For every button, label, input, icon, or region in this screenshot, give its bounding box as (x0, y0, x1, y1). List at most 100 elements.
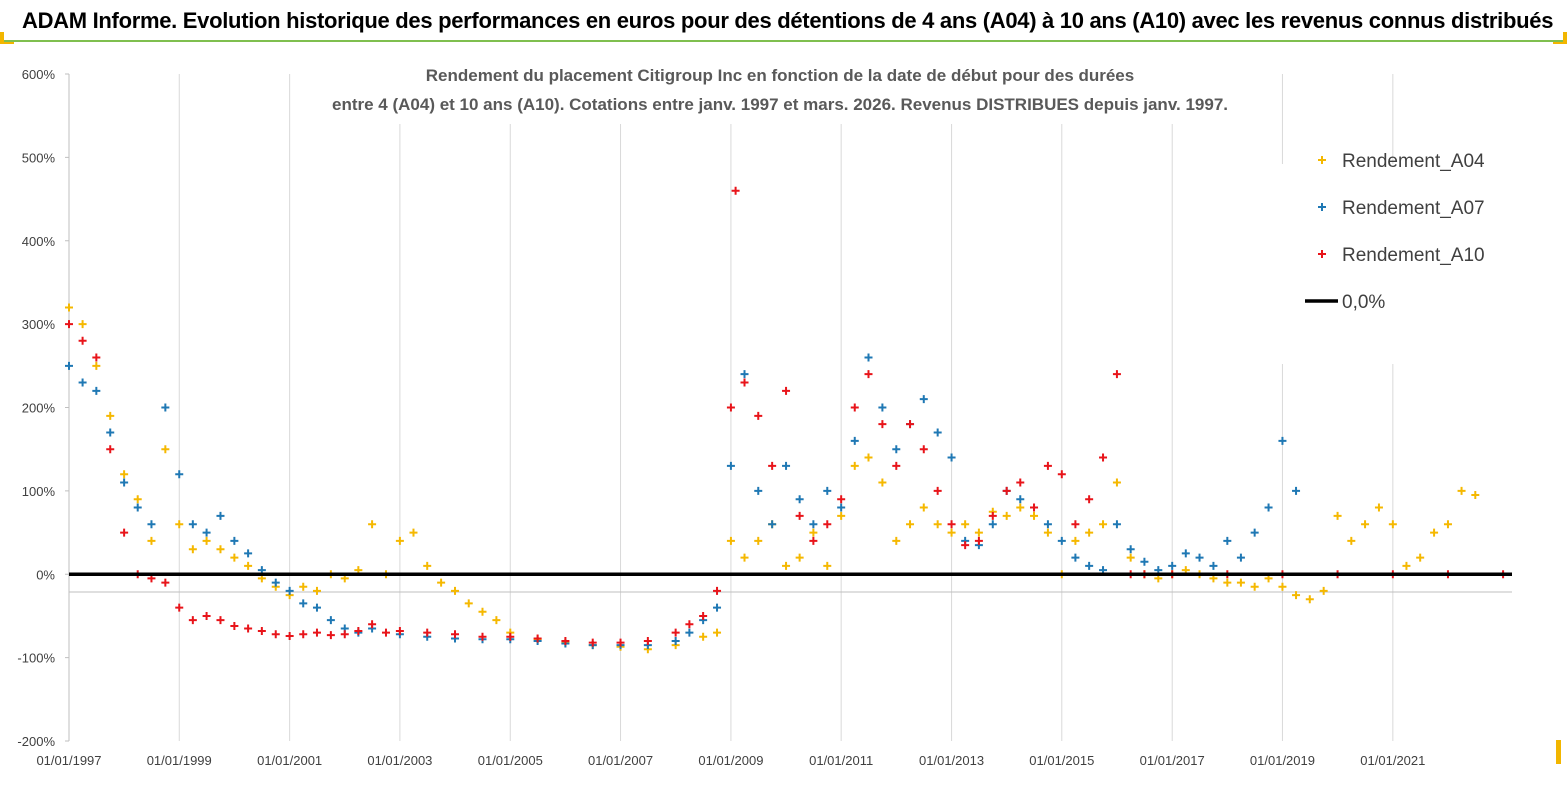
data-point (161, 403, 170, 412)
data-point (230, 553, 239, 562)
data-point (768, 520, 777, 529)
data-point (850, 461, 859, 470)
data-point (312, 628, 321, 637)
data-point (120, 470, 129, 479)
data-point (1085, 528, 1094, 537)
data-point (878, 403, 887, 412)
data-point (713, 603, 722, 612)
x-tick-label: 01/01/2019 (1250, 753, 1315, 768)
x-axis: 01/01/1997 01/01/1999 01/01/2001 01/01/2003… (36, 591, 1512, 768)
series-Rendement_A10 (65, 186, 1508, 647)
data-point (1112, 478, 1121, 487)
data-point (1126, 545, 1135, 554)
data-point (1305, 595, 1314, 604)
data-point (974, 536, 983, 545)
legend: Rendement_A04 Rendement_A07 Rendement_A10 0… (1280, 151, 1520, 364)
data-point (478, 607, 487, 616)
data-point (1043, 461, 1052, 470)
data-point (492, 616, 501, 625)
data-point (795, 553, 804, 562)
data-point (740, 553, 749, 562)
data-point (188, 545, 197, 554)
data-point (92, 353, 101, 362)
data-point (1071, 536, 1080, 545)
data-point (1402, 561, 1411, 570)
data-point (906, 520, 915, 529)
chart-corner-bottom-right (1556, 740, 1561, 764)
x-tick-label: 01/01/2021 (1360, 753, 1425, 768)
legend-entry-label: Rendement_A10 (1342, 245, 1485, 266)
data-point (561, 636, 570, 645)
data-point (506, 632, 515, 641)
data-point (1333, 511, 1342, 520)
data-point (731, 186, 740, 195)
data-point (216, 545, 225, 554)
data-point (740, 370, 749, 379)
data-point (643, 636, 652, 645)
data-point (726, 403, 735, 412)
data-point (1002, 486, 1011, 495)
data-point (120, 528, 129, 537)
data-point (161, 445, 170, 454)
data-point (685, 628, 694, 637)
data-point (147, 520, 156, 529)
data-point (754, 536, 763, 545)
data-point (1085, 495, 1094, 504)
data-point (1002, 511, 1011, 520)
data-point (312, 603, 321, 612)
data-point (257, 626, 266, 635)
y-tick-label: 500% (22, 150, 56, 165)
title-background (315, 56, 1260, 124)
x-tick-label: 01/01/2007 (588, 753, 653, 768)
data-point (65, 320, 73, 329)
data-point (244, 561, 253, 570)
y-tick-label: 300% (22, 317, 56, 332)
data-point (782, 461, 791, 470)
data-point (864, 370, 873, 379)
data-point (961, 541, 970, 550)
data-point (782, 386, 791, 395)
legend-plus-marker (1318, 250, 1326, 258)
data-point (161, 578, 170, 587)
data-point (1361, 520, 1370, 529)
data-point (961, 520, 970, 529)
data-point (768, 461, 777, 470)
y-tick-label: 100% (22, 484, 56, 499)
data-point (809, 528, 818, 537)
data-point (106, 445, 115, 454)
data-point (754, 486, 763, 495)
data-point (892, 445, 901, 454)
data-point (1250, 528, 1259, 537)
data-point (1250, 582, 1259, 591)
data-point (1071, 520, 1080, 529)
data-point (671, 636, 680, 645)
data-point (106, 428, 115, 437)
data-point (726, 536, 735, 545)
data-point (464, 599, 473, 608)
data-point (175, 470, 184, 479)
data-point (947, 528, 956, 537)
data-point (1388, 520, 1397, 529)
data-point (202, 536, 211, 545)
data-point (1443, 520, 1452, 529)
data-point (230, 621, 239, 630)
data-point (1016, 495, 1025, 504)
y-axis: 600% 500% 400% 300% 200% 100% 0% -100% -200% (17, 67, 70, 749)
data-point (271, 630, 280, 639)
data-point (1292, 486, 1301, 495)
data-point (299, 630, 308, 639)
x-tick-label: 01/01/1999 (147, 753, 212, 768)
data-point (1112, 370, 1121, 379)
data-point (1457, 486, 1466, 495)
data-point (437, 578, 446, 587)
data-point (188, 616, 197, 625)
data-point (1223, 536, 1232, 545)
data-point (1430, 528, 1439, 537)
data-point (1140, 557, 1149, 566)
data-point (299, 599, 308, 608)
data-point (809, 520, 818, 529)
x-tick-label: 01/01/2003 (367, 753, 432, 768)
data-point (106, 411, 115, 420)
y-tick-label: -200% (17, 734, 55, 749)
y-tick-label: 400% (22, 234, 56, 249)
